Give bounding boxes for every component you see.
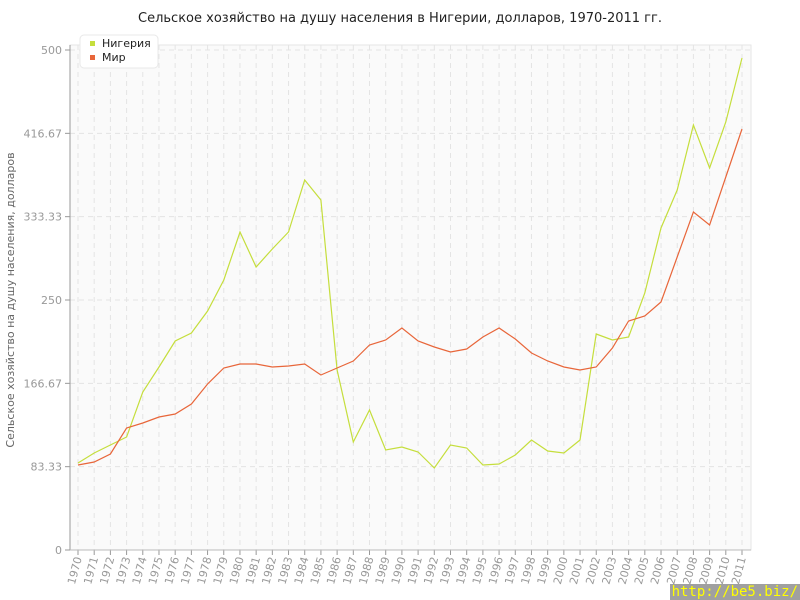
y-tick-label: 0 [55,544,62,557]
y-tick-label: 166.67 [24,377,63,390]
legend-swatch-nigeria [90,41,95,46]
legend: Нигерия Мир [79,34,159,69]
y-tick-label: 250 [41,294,62,307]
legend-swatch-world [90,55,95,60]
y-tick-label: 333.33 [24,211,63,224]
watermark: http://be5.biz/ [669,584,800,600]
series-line-world [77,128,743,466]
series-line-nigeria [77,57,743,469]
chart-title: Сельское хозяйство на душу населения в Н… [138,11,662,26]
legend-box [79,34,159,69]
y-tick-label: 500 [41,44,62,57]
y-axis-label: Сельское хозяйство на душу населения, до… [4,152,17,447]
y-tick-label: 83.33 [31,461,63,474]
plot-area [69,44,752,551]
legend-label-nigeria: Нигерия [102,37,151,50]
legend-label-world: Мир [102,51,126,64]
y-tick-label: 416.67 [24,127,63,140]
